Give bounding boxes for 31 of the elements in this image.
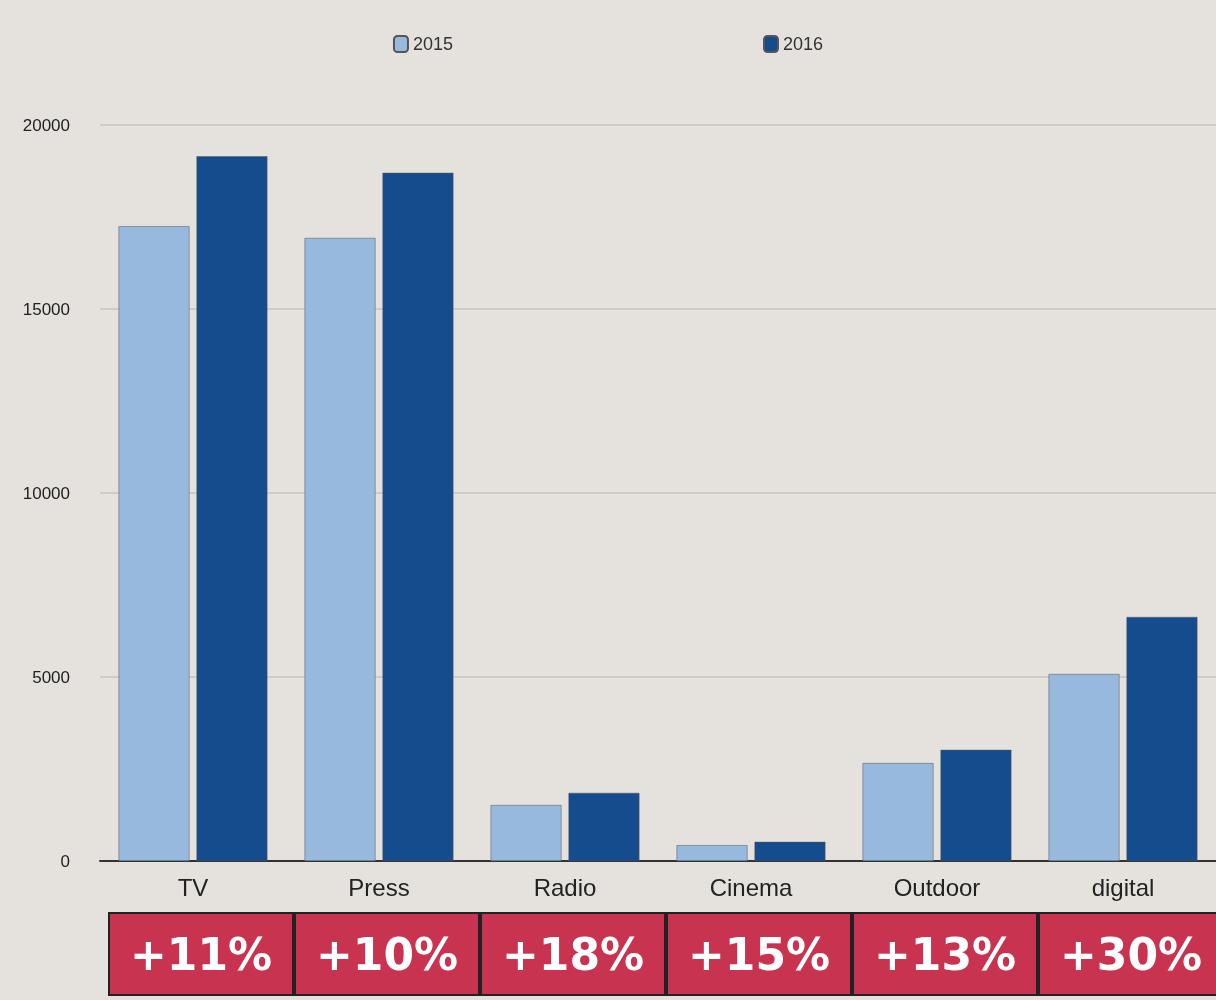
- legend-label: 2015: [412, 34, 453, 54]
- y-tick-label: 15000: [22, 299, 70, 319]
- bar: [862, 763, 934, 861]
- bar: [676, 845, 748, 861]
- y-tick-label: 5000: [32, 667, 70, 687]
- x-tick-label: digital: [1091, 873, 1155, 901]
- bar: [1048, 674, 1120, 861]
- bar: [382, 172, 454, 861]
- bar: [754, 841, 826, 861]
- text: +10%: [294, 912, 480, 996]
- x-tick-label: Outdoor: [893, 873, 981, 901]
- x-tick-label: TV: [177, 873, 209, 901]
- bar: [568, 792, 640, 861]
- y-tick-label: 0: [60, 851, 70, 871]
- text: +15%: [666, 912, 852, 996]
- bar: [490, 805, 562, 861]
- bar: [304, 237, 376, 861]
- bar: [940, 749, 1012, 861]
- text: +11%: [108, 912, 294, 996]
- text: +18%: [480, 912, 666, 996]
- legend-label: 2016: [783, 34, 824, 54]
- text: +13%: [852, 912, 1038, 996]
- x-tick-label: Press: [348, 873, 410, 901]
- x-tick-label: Cinema: [709, 873, 793, 901]
- bar: [118, 226, 190, 861]
- y-tick-label: 20000: [22, 115, 70, 135]
- y-tick-label: 10000: [22, 483, 70, 503]
- x-tick-label: Radio: [533, 873, 597, 901]
- bar: [1126, 617, 1198, 861]
- text: +30%: [1038, 912, 1216, 996]
- bar: [196, 156, 268, 861]
